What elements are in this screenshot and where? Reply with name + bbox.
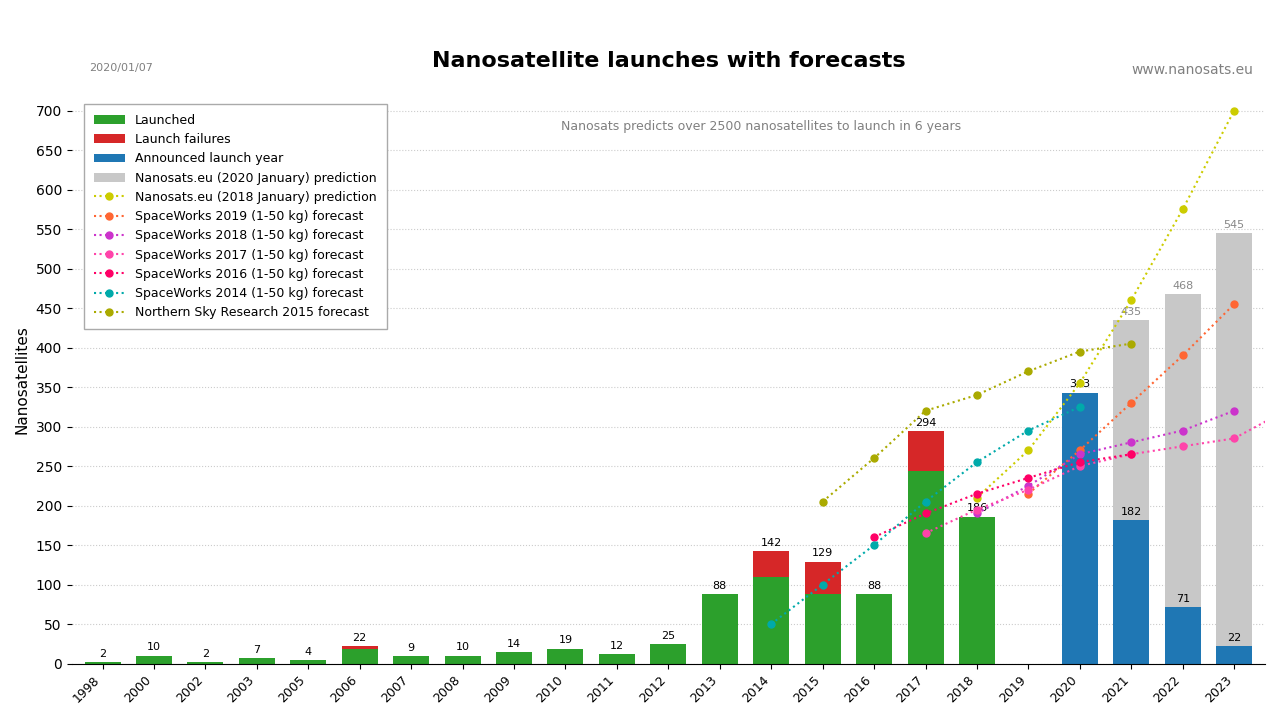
Text: 2: 2 — [202, 649, 209, 659]
Bar — [1114, 520, 1149, 664]
Bar — [959, 517, 995, 664]
Bar — [1114, 320, 1149, 664]
Bar — [1165, 608, 1201, 664]
Bar — [342, 646, 378, 649]
Bar — [908, 431, 943, 471]
Bar — [393, 657, 429, 664]
Bar — [1216, 233, 1252, 664]
Text: 10: 10 — [147, 642, 161, 652]
Bar — [599, 654, 635, 664]
Text: 2: 2 — [99, 649, 106, 659]
Text: 9: 9 — [407, 643, 415, 653]
Text: 22: 22 — [1228, 633, 1242, 643]
Bar — [1216, 646, 1252, 664]
Bar — [444, 656, 480, 664]
Text: 4: 4 — [305, 647, 312, 657]
Legend: Launched, Launch failures, Announced launch year, Nanosats.eu (2020 January) pre: Launched, Launch failures, Announced lau… — [84, 104, 387, 329]
Bar — [187, 662, 224, 664]
Text: 12: 12 — [609, 641, 623, 651]
Text: 142: 142 — [760, 539, 782, 548]
Text: 435: 435 — [1121, 307, 1142, 317]
Text: 545: 545 — [1224, 220, 1244, 230]
Bar — [84, 662, 120, 664]
Text: www.nanosats.eu: www.nanosats.eu — [1132, 63, 1253, 78]
Text: 468: 468 — [1172, 281, 1193, 291]
Text: 2020/01/07: 2020/01/07 — [90, 63, 154, 73]
Bar — [650, 644, 686, 664]
Title: Nanosatellite launches with forecasts: Nanosatellite launches with forecasts — [431, 51, 905, 71]
Text: 88: 88 — [867, 581, 881, 591]
Bar — [701, 594, 737, 664]
Text: Nanosats predicts over 2500 nanosatellites to launch in 6 years: Nanosats predicts over 2500 nanosatellit… — [561, 120, 961, 133]
Bar — [342, 649, 378, 664]
Bar — [856, 594, 892, 664]
Text: 88: 88 — [713, 581, 727, 591]
Text: 19: 19 — [558, 635, 572, 645]
Bar — [548, 649, 584, 664]
Bar — [239, 658, 275, 664]
Bar — [805, 562, 841, 594]
Y-axis label: Nanosatellites: Nanosatellites — [15, 325, 29, 433]
Text: 25: 25 — [662, 631, 676, 641]
Bar — [291, 660, 326, 664]
Bar — [1165, 294, 1201, 664]
Text: 10: 10 — [456, 642, 470, 652]
Text: 71: 71 — [1175, 594, 1190, 604]
Text: 186: 186 — [966, 503, 987, 513]
Text: 343: 343 — [1069, 379, 1091, 390]
Text: 182: 182 — [1120, 507, 1142, 517]
Bar — [1062, 392, 1098, 664]
Text: 129: 129 — [812, 549, 833, 559]
Bar — [753, 577, 790, 664]
Text: 294: 294 — [915, 418, 936, 428]
Bar — [908, 471, 943, 664]
Text: 14: 14 — [507, 639, 521, 649]
Bar — [805, 594, 841, 664]
Bar — [753, 552, 790, 577]
Bar — [136, 656, 172, 664]
Text: 7: 7 — [253, 645, 260, 655]
Text: 22: 22 — [352, 633, 367, 643]
Bar — [497, 652, 532, 664]
